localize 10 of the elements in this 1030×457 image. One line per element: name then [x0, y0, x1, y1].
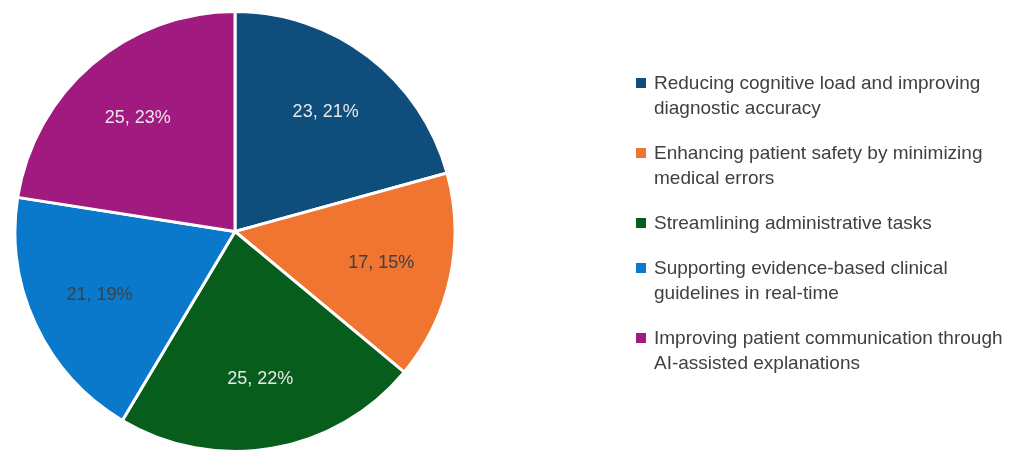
legend-label: Reducing cognitive load and improving diagnostic accuracy: [653, 71, 982, 120]
legend-label: Supporting evidence-based clinical guidelines in real-time: [653, 256, 949, 305]
data-label: 17, 15%: [348, 251, 415, 272]
legend-label: Improving patient communication through AI-assisted explanations: [653, 326, 1004, 375]
data-label: 23, 21%: [292, 101, 359, 122]
legend-label: Enhancing patient safety by minimizing medical errors: [653, 141, 984, 190]
data-label: 21, 19%: [66, 284, 133, 305]
data-label: 25, 22%: [227, 367, 294, 388]
legend-label: Streamlining administrative tasks: [653, 211, 933, 235]
data-label: 25, 23%: [104, 106, 171, 127]
